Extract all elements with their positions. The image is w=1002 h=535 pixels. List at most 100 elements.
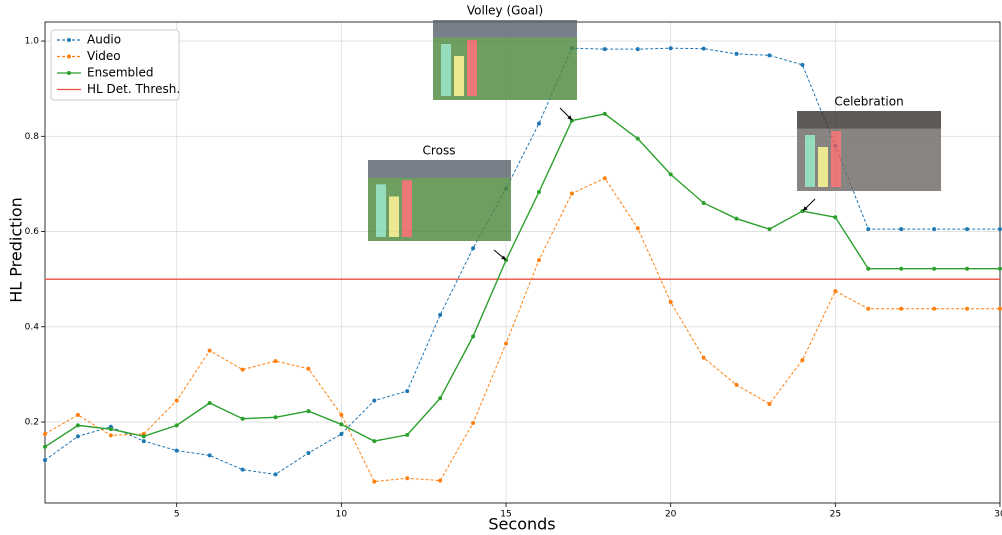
x-tick-label: 5 [174, 510, 180, 520]
data-point [899, 266, 904, 271]
x-tick-label: 10 [336, 510, 348, 520]
image-bar [467, 40, 477, 96]
data-point [866, 227, 871, 232]
data-point [800, 62, 805, 67]
data-point [635, 136, 640, 141]
data-point [207, 400, 212, 405]
legend-label: Ensembled [87, 66, 153, 80]
data-point [998, 227, 1002, 232]
data-point [372, 479, 377, 484]
legend-marker [67, 38, 71, 42]
legend: Audio Video Ensembled HL Det. Thresh. [50, 29, 180, 101]
data-point [405, 476, 410, 481]
legend-label: Audio [87, 33, 121, 47]
data-point [602, 47, 607, 52]
annotation-image [368, 160, 511, 241]
data-point [174, 423, 179, 428]
y-tick-label: 0.6 [25, 227, 40, 237]
data-point [668, 300, 673, 305]
data-point [273, 415, 278, 420]
data-point [536, 258, 541, 263]
data-point [372, 398, 377, 403]
x-tick-label: 20 [665, 510, 677, 520]
data-point [174, 398, 179, 403]
data-point [240, 467, 245, 472]
data-point [767, 53, 772, 58]
y-tick-label: 0.8 [25, 132, 40, 142]
data-point [43, 444, 47, 449]
data-point [306, 366, 311, 371]
arrow-head [803, 206, 808, 211]
data-point [43, 458, 47, 463]
annotation-label: Cross [423, 144, 456, 158]
data-point [141, 439, 146, 444]
data-point [668, 172, 673, 177]
data-point [767, 227, 772, 232]
image-bar [818, 147, 828, 187]
data-point [635, 47, 640, 52]
data-point [965, 227, 970, 232]
image-bar [376, 184, 386, 237]
data-point [998, 266, 1002, 271]
x-tick-label: 30 [994, 510, 1002, 520]
annotation-image [797, 111, 941, 191]
data-point [635, 226, 640, 231]
data-point [75, 434, 80, 439]
data-point [866, 306, 871, 311]
annotation-label: Volley (Goal) [467, 4, 543, 18]
legend-label: HL Det. Thresh. [87, 82, 180, 96]
data-point [767, 401, 772, 406]
data-point [899, 306, 904, 311]
image-stands [797, 111, 941, 129]
data-point [405, 389, 410, 394]
data-point [734, 51, 739, 56]
data-point [273, 359, 278, 364]
data-point [306, 450, 311, 455]
annotation-label: Celebration [834, 95, 903, 109]
legend-label: Video [87, 49, 121, 63]
data-point [701, 355, 706, 360]
arrow-head [501, 255, 506, 260]
data-point [438, 312, 443, 317]
image-bar [441, 44, 451, 96]
data-point [899, 227, 904, 232]
image-bar [454, 56, 464, 96]
y-tick-label: 0.4 [25, 322, 40, 332]
data-point [668, 46, 673, 51]
data-point [998, 306, 1002, 311]
data-point [602, 111, 607, 116]
data-point [306, 409, 311, 414]
data-point [471, 246, 476, 251]
legend-box [50, 29, 180, 101]
data-point [339, 412, 344, 417]
image-bar [831, 131, 841, 187]
data-point [734, 382, 739, 387]
data-point [339, 422, 344, 427]
y-tick-label: 1.0 [25, 37, 40, 47]
data-point [471, 334, 476, 339]
data-point [833, 289, 838, 294]
data-point [932, 227, 937, 232]
data-point [405, 432, 410, 437]
y-tick-label: 0.2 [25, 418, 39, 428]
legend-marker [67, 54, 71, 59]
image-bar [805, 135, 815, 187]
data-point [800, 358, 805, 363]
image-bar [402, 180, 412, 237]
legend-marker [67, 71, 71, 75]
data-point [43, 431, 47, 436]
y-axis-label: HL Prediction [7, 197, 26, 303]
data-point [569, 191, 574, 196]
data-point [75, 412, 80, 417]
data-point [602, 176, 607, 181]
data-point [75, 423, 80, 428]
image-stands [433, 20, 577, 38]
data-point [866, 266, 871, 271]
data-point [536, 121, 541, 126]
data-point [536, 190, 541, 195]
data-point [174, 448, 179, 453]
data-point [141, 434, 146, 439]
series-line [44, 113, 1000, 448]
